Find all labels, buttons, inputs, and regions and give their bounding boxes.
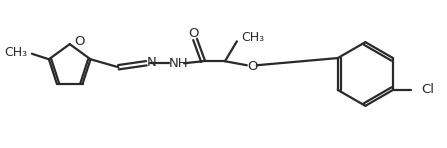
Text: O: O — [75, 35, 85, 48]
Text: CH₃: CH₃ — [241, 31, 264, 44]
Text: Cl: Cl — [421, 83, 434, 96]
Text: O: O — [248, 60, 258, 73]
Text: O: O — [188, 27, 198, 40]
Text: CH₃: CH₃ — [5, 46, 28, 59]
Text: N: N — [146, 56, 156, 69]
Text: NH: NH — [169, 57, 188, 70]
